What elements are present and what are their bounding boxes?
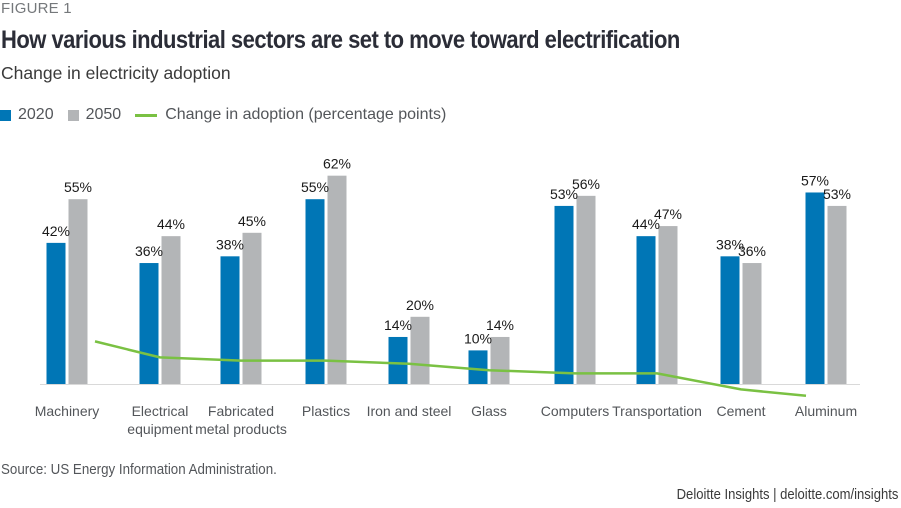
bar-2020 xyxy=(636,236,656,384)
bar-2020-value-label: 10% xyxy=(464,330,492,346)
bar-2050 xyxy=(827,205,847,384)
bar-2020 xyxy=(720,256,740,384)
bar-2020-value-label: 38% xyxy=(216,236,244,252)
bar-2020 xyxy=(388,336,408,384)
bar-2020 xyxy=(554,205,574,384)
category-label-line: Glass xyxy=(471,403,507,419)
category-label-line: Computers xyxy=(541,403,609,419)
bar-2050 xyxy=(242,232,262,384)
legend-swatch-2050 xyxy=(67,109,79,121)
bar-2020-value-label: 14% xyxy=(384,317,412,333)
credit-line: Deloitte Insights | deloitte.com/insight… xyxy=(676,487,898,503)
legend-item-change: Change in adoption (percentage points) xyxy=(135,106,446,124)
category-label: Iron and steel xyxy=(367,403,452,419)
bar-2050-value-label: 53% xyxy=(823,186,851,202)
bar-2020-value-label: 42% xyxy=(42,223,70,239)
category-label: Transportation xyxy=(612,403,702,419)
category-label-line: Plastics xyxy=(302,403,350,419)
category-label-line: metal products xyxy=(195,421,287,437)
category-label: Cement xyxy=(716,403,765,419)
category-label-line: Transportation xyxy=(612,403,702,419)
bar-2020 xyxy=(805,192,825,384)
legend-swatch-change xyxy=(135,113,158,117)
bar-2020-value-label: 44% xyxy=(632,216,660,232)
bar-2020 xyxy=(46,242,66,384)
chart-subtitle: Change in electricity adoption xyxy=(1,63,231,83)
legend: 2020 2050 Change in adoption (percentage… xyxy=(0,106,460,124)
category-labels-group: Machinery Electrical equipment Fabricated me… xyxy=(35,403,857,437)
bar-2020 xyxy=(139,263,159,384)
category-label: Electrical equipment xyxy=(127,403,192,437)
bar-2050-value-label: 45% xyxy=(238,213,266,229)
bar-2050-value-label: 56% xyxy=(572,176,600,192)
bar-2050 xyxy=(658,226,678,384)
bar-2020-value-label: 38% xyxy=(716,236,744,252)
category-label-line: Machinery xyxy=(35,403,100,419)
category-label: Glass xyxy=(471,403,507,419)
category-label-line: Aluminum xyxy=(795,403,857,419)
legend-item-2050: 2050 xyxy=(67,106,122,124)
category-label: Fabricated metal products xyxy=(195,403,287,437)
bar-2020-value-label: 55% xyxy=(301,179,329,195)
category-label: Computers xyxy=(541,403,609,419)
category-label: Aluminum xyxy=(795,403,857,419)
legend-swatch-2020 xyxy=(0,109,11,121)
bar-2020-value-label: 57% xyxy=(801,172,829,188)
bar-2050 xyxy=(490,336,510,384)
bar-2050 xyxy=(576,195,596,384)
bar-2020-value-label: 53% xyxy=(550,186,578,202)
category-label-line: Iron and steel xyxy=(367,403,452,419)
figure-label: FIGURE 1 xyxy=(1,0,72,17)
category-label-line: Fabricated xyxy=(208,403,274,419)
category-label: Plastics xyxy=(302,403,350,419)
bar-2050-value-label: 62% xyxy=(323,156,351,172)
category-label-line: Cement xyxy=(716,403,765,419)
bar-2050 xyxy=(161,236,181,384)
bar-2020 xyxy=(468,350,488,384)
bar-2050 xyxy=(68,199,88,384)
chart-title: How various industrial sectors are set t… xyxy=(1,26,680,54)
bar-2050-value-label: 47% xyxy=(654,206,682,222)
change-in-adoption-line xyxy=(94,340,807,398)
bar-2020 xyxy=(305,199,325,384)
bar-2050 xyxy=(410,316,430,384)
bar-2050-value-label: 44% xyxy=(157,216,185,232)
bar-2050-value-label: 20% xyxy=(406,297,434,313)
bars-group xyxy=(46,175,847,384)
category-label-line: equipment xyxy=(127,421,192,437)
bar-2050 xyxy=(742,263,762,384)
category-label-line: Electrical xyxy=(132,403,189,419)
legend-label-2020: 2020 xyxy=(18,106,54,123)
bar-2050-value-label: 55% xyxy=(64,179,92,195)
bar-2050-value-label: 36% xyxy=(738,243,766,259)
bar-2050-value-label: 14% xyxy=(486,317,514,333)
source-note: Source: US Energy Information Administra… xyxy=(1,462,277,478)
value-labels-group: 42%55%36%44%38%45%55%62%14%20%10%14%53%5… xyxy=(42,156,851,347)
bar-2020 xyxy=(220,256,240,384)
bar-2020-value-label: 36% xyxy=(135,243,163,259)
legend-label-2050: 2050 xyxy=(85,106,122,123)
legend-label-change: Change in adoption (percentage points) xyxy=(165,106,447,123)
legend-item-2020: 2020 xyxy=(0,106,54,124)
category-label: Machinery xyxy=(35,403,100,419)
bar-2050 xyxy=(327,175,347,384)
